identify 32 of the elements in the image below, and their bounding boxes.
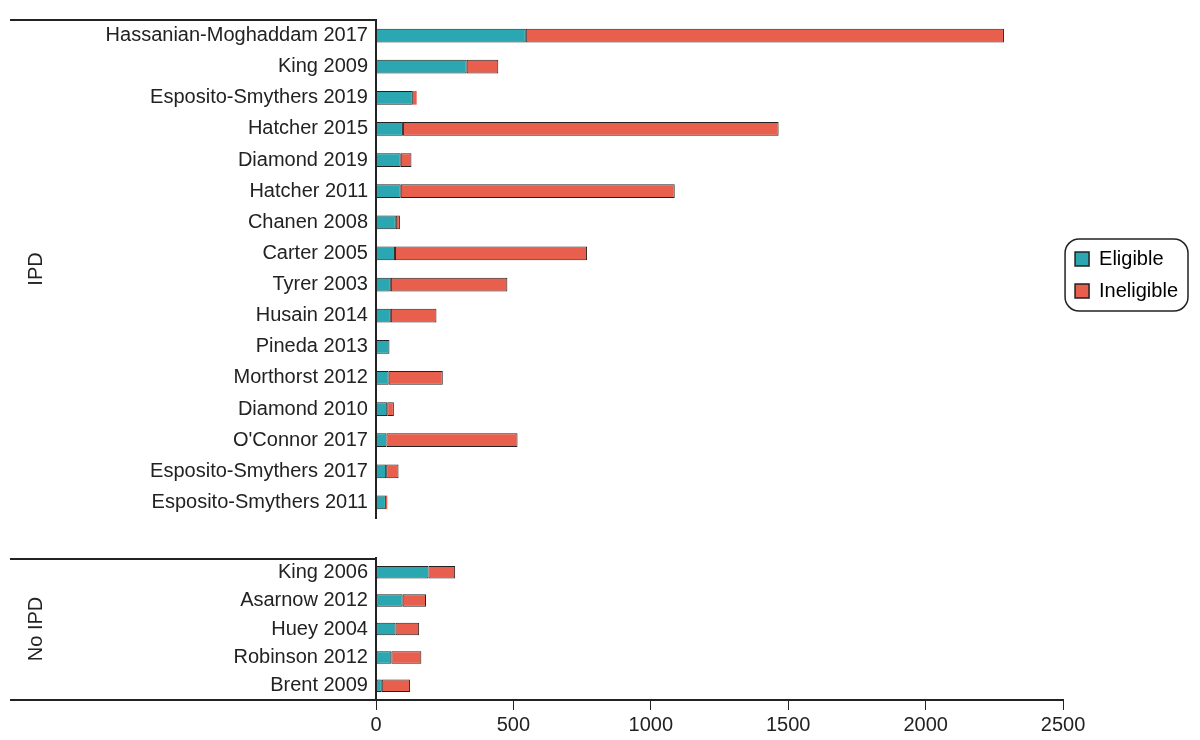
y-tick-label: Pineda 2013 xyxy=(255,334,368,357)
y-axis-title: IPD xyxy=(23,252,46,286)
x-tick-label: 0 xyxy=(370,712,382,735)
y-tick-label: Husain 2014 xyxy=(255,303,368,326)
y-tick-label: King 2006 xyxy=(277,559,368,582)
legend-label: Ineligible xyxy=(1099,278,1179,301)
y-tick-label: Diamond 2019 xyxy=(237,147,368,170)
y-tick-label: Asarnow 2012 xyxy=(240,588,368,611)
y-tick-label: Carter 2005 xyxy=(262,240,368,263)
y-tick-label: Hatcher 2011 xyxy=(249,178,368,201)
y-tick-label: Hassanian-Moghaddam 2017 xyxy=(105,23,368,46)
x-tick-label: 2500 xyxy=(1040,712,1086,735)
y-tick-label: Chanen 2008 xyxy=(247,209,368,232)
y-tick-label: King 2009 xyxy=(277,54,368,77)
y-axis-title: No IPD xyxy=(23,596,46,662)
legend-label: Eligible xyxy=(1099,246,1164,269)
y-tick-label: Brent 2009 xyxy=(270,673,368,696)
y-tick-label: Diamond 2010 xyxy=(237,396,368,419)
y-tick-label: Tyrer 2003 xyxy=(272,272,368,295)
y-tick-label: O'Connor 2017 xyxy=(232,427,368,450)
y-tick-label: Hatcher 2015 xyxy=(247,116,368,139)
x-tick-label: 1000 xyxy=(628,712,674,735)
y-tick-label: Esposito-Smythers 2017 xyxy=(150,458,368,481)
y-tick-label: Robinson 2012 xyxy=(233,644,368,667)
x-tick-label: 500 xyxy=(496,712,531,735)
y-tick-label: Esposito-Smythers 2019 xyxy=(150,85,368,108)
x-tick-label: 2000 xyxy=(903,712,948,735)
y-tick-label: Huey 2004 xyxy=(271,616,368,639)
y-tick-label: Morthorst 2012 xyxy=(233,365,368,388)
y-tick-label: Esposito-Smythers 2011 xyxy=(151,489,368,512)
bar xyxy=(412,90,417,105)
x-tick-label: 1500 xyxy=(765,712,811,735)
